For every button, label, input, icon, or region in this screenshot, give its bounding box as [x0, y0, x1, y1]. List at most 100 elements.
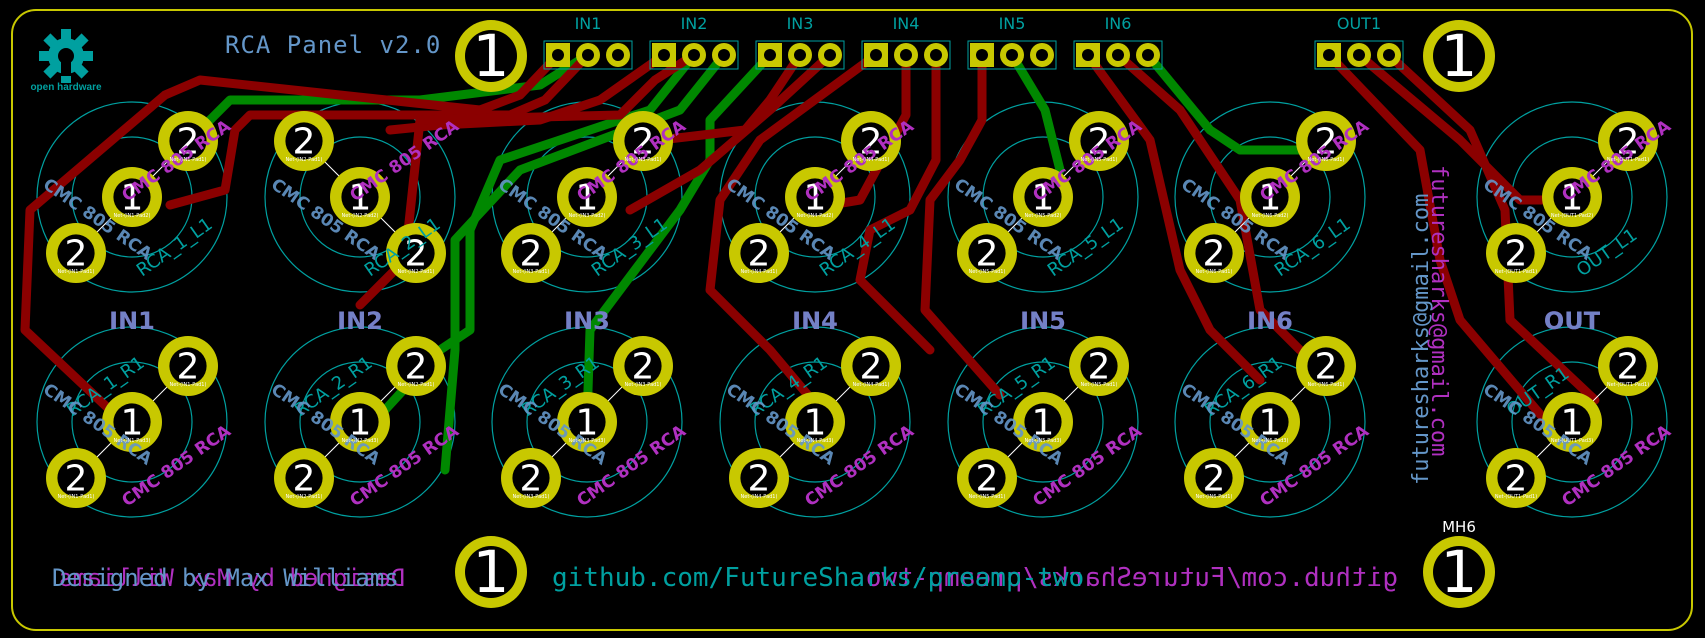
rca-net-label: Net-(IN6-Pad1) — [1196, 494, 1233, 500]
header-pin-number: 2 — [800, 58, 801, 60]
header-ref: IN3 — [787, 14, 814, 33]
header-pin-number: 3 — [618, 58, 619, 60]
email-text-back: futuresharks@gmail.com — [1426, 165, 1451, 456]
header-in6: IN6 1 2 3 — [1073, 14, 1163, 70]
header-ref: IN4 — [893, 14, 920, 33]
header-ref: IN6 — [1105, 14, 1132, 33]
pad-number: 1 — [804, 403, 827, 444]
trace — [705, 50, 881, 405]
header-pin-number: 2 — [1012, 58, 1013, 60]
trace — [855, 50, 941, 355]
designer-text: Designed by Max Williams — [52, 564, 399, 592]
pad-number: 2 — [1315, 122, 1338, 163]
rca-pad-signal: 1 — [1013, 167, 1073, 227]
trace — [20, 50, 563, 415]
rca-pad-signal: 1 — [330, 167, 390, 227]
rca-net-label: Net-(OUT1-Pad3) — [1551, 438, 1593, 444]
rca-net-label: Net-(IN3-Pad2) — [569, 213, 606, 219]
front-copper-layer — [20, 50, 1600, 425]
header-in3: IN3 1 2 3 — [755, 14, 845, 70]
mounting-hole-number: 1 — [473, 22, 510, 90]
pad-number: 2 — [976, 459, 999, 500]
header-pin-number: 3 — [1042, 58, 1043, 60]
group-label: OUT — [1544, 307, 1601, 335]
mounting-hole-number: 1 — [1441, 538, 1478, 606]
header-in5: IN5 1 2 3 — [967, 14, 1057, 70]
group-label-back: IN3 — [564, 307, 610, 335]
rca-pad-ground: 2 — [1184, 223, 1244, 283]
pad-number: 1 — [1259, 403, 1282, 444]
rca-jack — [947, 326, 1139, 518]
trace — [920, 50, 1005, 400]
rca-pad-ground: 2 — [729, 448, 789, 508]
pad-number: 2 — [860, 122, 883, 163]
pad-number: 2 — [177, 122, 200, 163]
rca-net-label: Net-(IN5-Pad3) — [1025, 438, 1062, 444]
designer-text-back: Designed by Max Williams — [58, 564, 405, 592]
pad-number: 2 — [1088, 347, 1111, 388]
pad-number: 1 — [1032, 178, 1055, 219]
rca-net-label: Net-(IN1-Pad1) — [58, 494, 95, 500]
rca-jack — [1174, 101, 1366, 293]
rca-pad-ground: 2 — [1184, 448, 1244, 508]
rca-pad-ground: 2 — [274, 111, 334, 171]
rca-net-label: Net-(IN6-Pad1) — [1308, 382, 1345, 388]
pad-number: 2 — [293, 459, 316, 500]
rca-pad-ground: 2 — [46, 223, 106, 283]
group-label: IN4 — [792, 307, 838, 335]
header-ref: IN1 — [575, 14, 602, 33]
rca-net-label: Net-(IN3-Pad1) — [625, 382, 662, 388]
rca-pad-ground: 2 — [957, 223, 1017, 283]
rca-pad-ground: 2 — [158, 111, 218, 171]
pad-number: 1 — [1561, 403, 1584, 444]
pad-number: 1 — [1561, 178, 1584, 219]
email-text: futuresharks@gmail.com — [1409, 194, 1434, 485]
rca-pad-ground: 2 — [501, 448, 561, 508]
rca-pad-ground: 2 — [729, 223, 789, 283]
mounting-hole: 1 — [455, 20, 527, 92]
pad-number: 2 — [1505, 459, 1528, 500]
logo-text: open hardware — [30, 82, 102, 93]
group-label-back: IN4 — [792, 307, 838, 335]
back-copper-layer — [185, 50, 1325, 475]
trace — [1324, 50, 1550, 425]
pad-number: 2 — [632, 347, 655, 388]
rca-net-label: Net-(IN2-Pad3) — [342, 438, 379, 444]
rca-pad-signal: 1 — [785, 392, 845, 452]
rca-net-label: Net-(OUT1-Pad1) — [1607, 157, 1649, 163]
header-pin-number: 3 — [936, 58, 937, 60]
rca-pad-signal: 1 — [1542, 167, 1602, 227]
rca-net-label: Net-(IN4-Pad1) — [853, 382, 890, 388]
header-pin-number: 3 — [830, 58, 831, 60]
header-pin-number: 1 — [1088, 58, 1089, 60]
rca-net-label: Net-(IN4-Pad1) — [741, 494, 778, 500]
board-title: RCA Panel v2.0 — [225, 31, 441, 59]
rca-pad-ground: 2 — [1486, 448, 1546, 508]
trace — [625, 50, 835, 215]
header-pin-number: 1 — [558, 58, 559, 60]
header-pin-number: 2 — [694, 58, 695, 60]
rca-net-label: Net-(IN2-Pad1) — [398, 382, 435, 388]
header-in1: IN1 1 2 3 — [543, 14, 633, 70]
pad-number: 2 — [748, 459, 771, 500]
header-pin-number: 2 — [906, 58, 907, 60]
header-pin-number: 3 — [1148, 58, 1149, 60]
rca-net-label: Net-(IN3-Pad3) — [569, 438, 606, 444]
pad-number: 2 — [65, 459, 88, 500]
rca-pad-ground: 2 — [386, 336, 446, 396]
rca-net-label: Net-(IN5-Pad1) — [1081, 157, 1118, 163]
rca-pad-ground: 2 — [386, 223, 446, 283]
pad-number: 2 — [1088, 122, 1111, 163]
rca-pad-ground: 2 — [841, 336, 901, 396]
pad-number: 2 — [293, 122, 316, 163]
trace — [165, 50, 593, 210]
header-pin-number: 2 — [1118, 58, 1119, 60]
pad-number: 2 — [520, 459, 543, 500]
header-pin-number: 1 — [770, 58, 771, 60]
pad-number: 1 — [1032, 403, 1055, 444]
pad-number: 2 — [976, 234, 999, 275]
rca-net-label: Net-(IN4-Pad2) — [797, 213, 834, 219]
rca-net-label: Net-(IN6-Pad2) — [1252, 213, 1289, 219]
